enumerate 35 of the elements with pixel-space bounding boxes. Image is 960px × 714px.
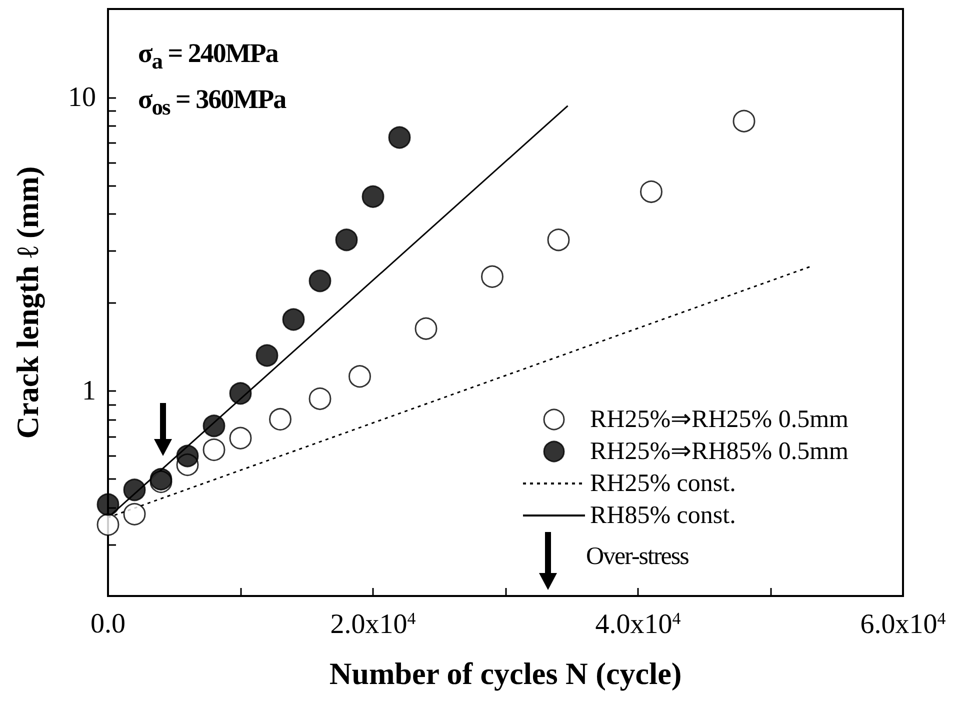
legend-label: RH25%⇒RH25% 0.5mm xyxy=(590,406,850,433)
point xyxy=(176,444,199,468)
point xyxy=(269,408,292,431)
legend-label: RH25% const. xyxy=(590,470,736,497)
annotation: σ$_{a}$ = 240MPa xyxy=(138,38,278,74)
annotation: σ$_{os}$ = 360MPa xyxy=(138,84,286,120)
y-tick-label: 10 xyxy=(68,82,96,113)
point xyxy=(202,414,226,438)
point xyxy=(732,110,756,132)
point xyxy=(123,502,146,526)
legend-label: RH25%⇒RH85% 0.5mm xyxy=(590,438,850,465)
point xyxy=(388,126,411,149)
x-tick-label: 0.0 xyxy=(90,608,126,640)
point xyxy=(348,365,371,388)
point xyxy=(308,270,332,292)
point xyxy=(282,308,305,331)
point xyxy=(96,513,120,536)
y-tick-label: 1 xyxy=(82,375,96,406)
point xyxy=(229,382,252,405)
x-axis-title: Number of cycles N (cycle) xyxy=(329,656,682,691)
point xyxy=(335,228,358,252)
y-axis-title: Crack length ℓ (mm) xyxy=(10,166,45,439)
point xyxy=(123,478,146,502)
point xyxy=(481,265,504,288)
point xyxy=(414,317,438,340)
point xyxy=(96,493,120,516)
legend-label: RH85% const. xyxy=(590,502,736,529)
point xyxy=(229,426,252,450)
point xyxy=(256,344,278,367)
annotation: Over-stress xyxy=(586,543,688,571)
point xyxy=(308,387,332,410)
point xyxy=(202,438,226,461)
point xyxy=(362,185,384,208)
point xyxy=(640,180,662,203)
point xyxy=(547,228,570,252)
